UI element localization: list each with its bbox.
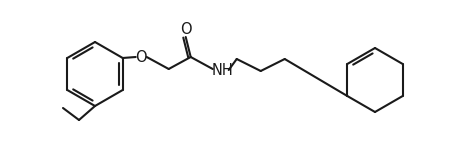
Text: O: O xyxy=(180,21,191,37)
Text: NH: NH xyxy=(212,62,234,78)
Text: O: O xyxy=(135,49,147,65)
